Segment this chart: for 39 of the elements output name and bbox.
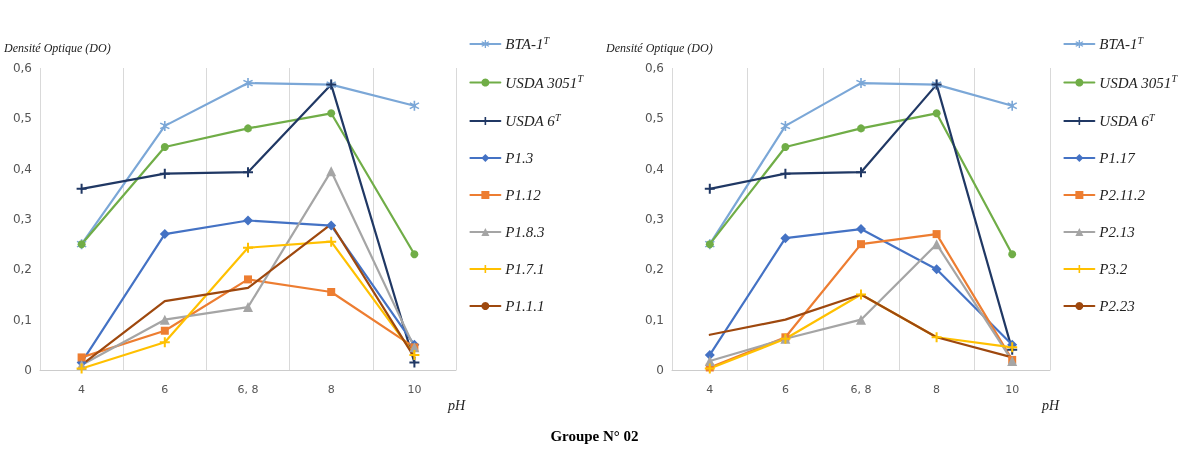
legend-label: P2.13	[1098, 224, 1135, 240]
y-tick-label: 0	[24, 363, 32, 377]
x-tick-label: 10	[1005, 383, 1020, 396]
y-axis-title: Densité Optique (DO)	[605, 41, 713, 55]
y-axis-title: Densité Optique (DO)	[3, 41, 111, 55]
legend-label: P1.3	[504, 150, 534, 166]
legend-label: P1.7.1	[504, 261, 545, 277]
y-tick-label: 0,2	[644, 262, 664, 277]
x-tick-label: 4	[706, 383, 714, 396]
x-tick-label: 6	[781, 383, 789, 396]
y-tick-label: 0,1	[644, 312, 664, 327]
y-tick-label: 0,3	[644, 212, 664, 226]
legend-label: P1.12	[504, 187, 542, 203]
legend-label: P3.2	[1098, 261, 1128, 277]
legend-label: P2.11.2	[1098, 187, 1146, 203]
y-tick-label: 0,3	[12, 212, 32, 226]
x-tick-label: 6, 8	[237, 383, 259, 396]
y-tick-label: 0,6	[12, 61, 32, 75]
x-tick-label: 6, 8	[850, 383, 872, 396]
y-tick-label: 0	[656, 363, 664, 377]
x-tick-label: 6	[161, 383, 169, 396]
legend-label: P2.23	[1098, 298, 1135, 314]
x-tick-label: 8	[327, 383, 335, 396]
y-tick-label: 0,4	[12, 161, 32, 176]
text: Groupe N° 02	[549, 428, 640, 445]
x-axis-title: pH	[1041, 397, 1060, 413]
legend-label: P1.1.1	[504, 298, 545, 314]
x-tick-label: 10	[407, 383, 422, 396]
y-tick-label: 0,4	[644, 161, 664, 176]
y-tick-label: 0,6	[644, 61, 664, 75]
y-tick-label: 0,5	[644, 111, 664, 126]
y-tick-label: 0,1	[12, 312, 32, 327]
x-tick-label: 4	[78, 383, 86, 396]
x-tick-label: 8	[933, 383, 941, 396]
y-tick-label: 0,5	[12, 111, 32, 126]
y-tick-label: 0,2	[12, 262, 32, 277]
x-axis-title: pH	[447, 397, 466, 413]
legend-label: P1.17	[1098, 150, 1137, 166]
legend-label: P1.8.3	[504, 224, 545, 240]
